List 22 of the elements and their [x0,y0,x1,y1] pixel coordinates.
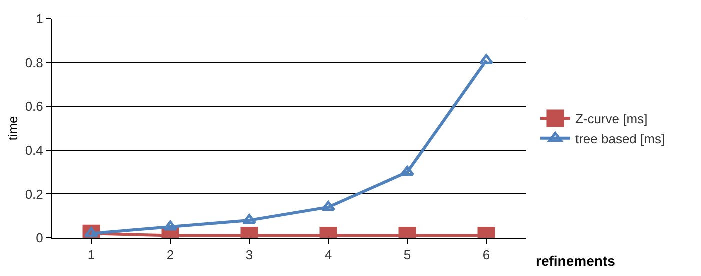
legend-label: tree based [ms] [575,131,666,146]
point [242,214,257,224]
x-axis-title: refinements [536,253,616,269]
y-axis-title: time [5,116,20,141]
y-tick-label: 0.6 [25,99,44,114]
x-tick-label: 3 [246,248,254,263]
y-tick-label: 0 [36,230,44,246]
point [479,54,494,64]
x-tick-label: 1 [88,248,96,263]
x-tick-label: 5 [404,248,412,263]
legend-label: Z-curve [ms] [575,112,648,127]
y-tick-label: 0.8 [25,55,44,70]
y-tick-label: 0.2 [25,186,44,202]
y-tick-label: 0.4 [25,142,44,158]
point [400,166,415,176]
point [321,201,336,212]
point [163,220,178,231]
y-tick-label: 1 [36,12,44,27]
point [84,227,99,238]
x-tick-label: 4 [324,248,332,263]
x-tick-label: 2 [166,248,174,263]
x-tick-label: 6 [482,248,490,263]
